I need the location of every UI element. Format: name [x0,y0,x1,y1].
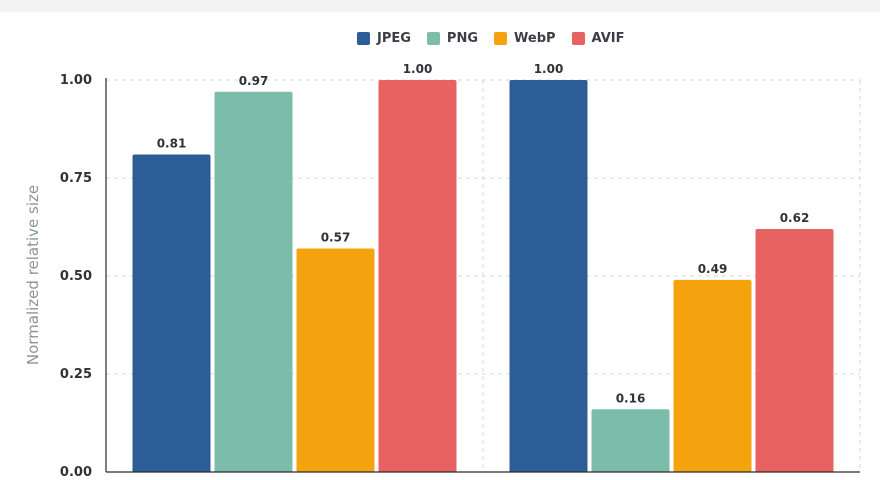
data-label-avif: 1.00 [403,62,433,76]
legend-item-jpeg: JPEG [357,31,411,46]
legend-item-webp: WebP [494,31,556,46]
legend-label-webp: WebP [514,31,556,46]
legend-swatch-avif [571,32,585,45]
legend-label-avif: AVIF [591,31,625,46]
bar-webp [673,279,752,472]
bar-jpeg [132,154,211,473]
legend-label-png: PNG [446,31,478,46]
legend-swatch-jpeg [357,32,370,45]
y-tick-label: 1.00 [60,73,92,88]
legend-item-avif: AVIF [571,31,625,46]
y-tick-label: 0.50 [60,269,92,284]
data-label-png: 0.16 [616,391,646,405]
data-label-avif: 0.62 [780,211,810,225]
legend-label-jpeg: JPEG [377,31,411,46]
top-strip [0,0,880,12]
bar-avif [378,80,457,472]
data-label-png: 0.97 [239,74,269,88]
y-tick-label: 0.00 [60,465,92,480]
legend-swatch-png [426,32,440,45]
data-label-webp: 0.49 [698,262,728,276]
legend-item-png: PNG [426,31,478,46]
bar-webp [296,248,375,472]
bar-jpeg [509,80,588,472]
y-tick-label: 0.75 [60,171,92,186]
data-label-jpeg: 1.00 [534,62,564,76]
data-label-jpeg: 0.81 [157,136,187,150]
y-tick-label: 0.25 [60,367,92,382]
legend-swatch-webp [494,32,507,45]
bar-avif [755,228,834,472]
bar-png [214,91,293,472]
data-label-webp: 0.57 [321,231,351,245]
chart-legend: JPEG PNG WebP AVIF [357,31,625,46]
bar-png [591,409,670,472]
